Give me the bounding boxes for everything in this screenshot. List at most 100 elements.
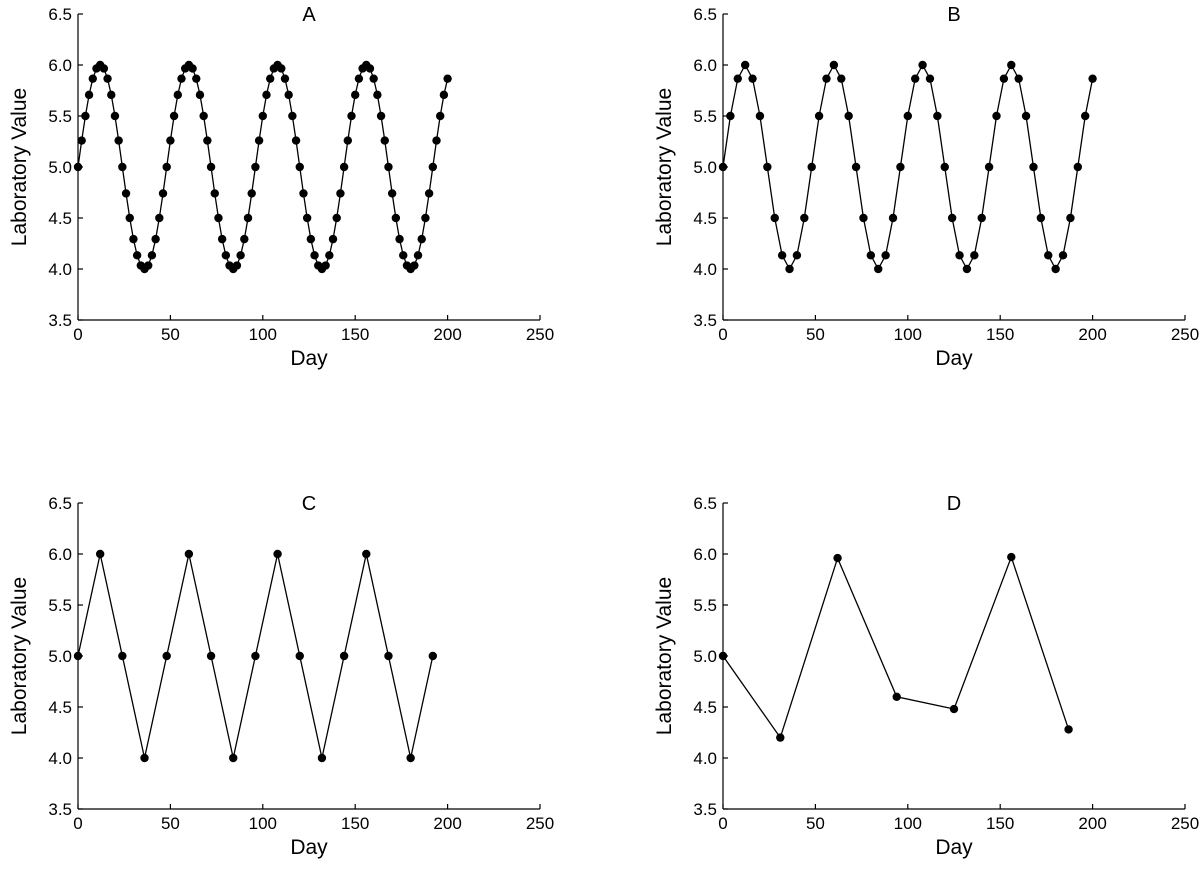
data-point-b [844,111,853,121]
data-point-a [424,189,434,198]
y-tick-label-c: 6.5 [48,494,72,513]
y-tick-label-c: 3.5 [48,800,72,819]
data-point-a [81,111,90,121]
data-point-b [1058,251,1068,260]
data-point-b [822,74,831,83]
data-point-a [188,64,197,73]
x-tick-label-a: 200 [433,325,461,344]
data-point-b [777,251,787,260]
data-point-a [299,189,308,198]
data-point-b [940,162,949,172]
data-point-b [910,74,920,83]
data-point-a [384,162,393,172]
data-point-b [829,60,839,70]
data-point-a [410,261,419,270]
panel-c: 3.5 4.0 4.5 5.0 5.5 6.0 6.5 0 50 100 150 200 250 C Day… [8,493,554,859]
data-point-b [1081,111,1090,121]
data-point-a [158,189,168,198]
x-axis-title-a: Day [290,347,328,370]
data-point-b [1036,213,1046,223]
data-point-c [339,651,349,661]
data-point-a [210,189,219,198]
x-tick-label-d: 50 [806,814,825,833]
data-point-b [800,213,809,223]
y-tick-label-c: 5.0 [48,647,72,666]
data-point-b [1088,74,1097,83]
x-tick-label-a: 150 [341,325,369,344]
data-point-a [339,162,349,172]
data-point-a [166,136,175,145]
data-point-a [132,251,142,260]
data-point-a [443,74,452,83]
data-point-a [428,162,438,172]
data-point-d [892,692,901,701]
data-point-a [103,74,112,83]
data-point-b [770,213,779,223]
data-point-b [925,74,935,83]
y-axis-title-d: Laboratory Value [653,577,676,735]
data-point-a [118,162,127,172]
x-tick-label-d: 100 [894,814,922,833]
data-point-b [1051,264,1060,274]
data-point-a [310,251,319,260]
y-tick-label-b: 5.5 [693,107,717,126]
y-tick-label-a: 4.0 [48,260,72,279]
data-point-a [125,213,134,223]
data-point-b [918,60,927,70]
data-point-b [933,111,942,121]
data-point-a [321,261,330,270]
data-point-a [247,189,256,198]
data-point-a [351,90,360,100]
data-point-c [73,651,83,661]
data-point-a [417,234,426,244]
data-point-a [195,90,205,100]
data-point-a [192,74,201,83]
data-point-c [295,651,304,661]
y-tick-label-a: 4.5 [48,209,72,228]
data-point-a [262,90,271,100]
data-point-a [221,251,231,260]
data-point-a [214,213,223,223]
y-axis-title-c: Laboratory Value [8,577,31,735]
data-point-a [232,261,242,270]
data-point-a [387,189,397,198]
data-point-b [1021,111,1031,121]
data-point-a [277,64,286,73]
data-point-a [413,251,423,260]
y-tick-label-d: 5.5 [693,596,717,615]
data-point-c [362,549,371,559]
data-point-a [110,111,120,121]
data-point-a [280,74,290,83]
data-point-b [726,111,735,121]
data-point-a [265,74,275,83]
y-tick-label-d: 6.0 [693,545,717,564]
data-point-a [107,90,116,100]
x-axis-title-c: Day [290,836,328,859]
x-tick-label-d: 250 [1171,814,1199,833]
y-tick-label-a: 5.5 [48,107,72,126]
data-point-c [162,651,171,661]
data-point-a [144,261,153,270]
panel-d: 3.5 4.0 4.5 5.0 5.5 6.0 6.5 0 50 100 150 200 250 D Day… [653,493,1199,859]
x-tick-label-b: 50 [806,325,825,344]
y-tick-label-c: 6.0 [48,545,72,564]
x-tick-label-a: 50 [161,325,180,344]
data-point-a [203,136,212,145]
data-point-b [837,74,846,83]
y-tick-label-a: 6.5 [48,5,72,24]
data-point-b [859,213,868,223]
data-point-b [955,251,964,260]
data-point-a [421,213,430,223]
x-tick-label-c: 0 [73,814,82,833]
data-point-d [949,704,959,714]
y-tick-label-b: 4.5 [693,209,717,228]
data-point-a [291,136,301,145]
data-point-a [88,74,97,83]
x-axis-title-d: Day [935,836,973,859]
x-tick-label-b: 200 [1078,325,1106,344]
data-point-b [1044,251,1053,260]
data-point-a [151,234,160,244]
data-point-d [776,733,785,742]
